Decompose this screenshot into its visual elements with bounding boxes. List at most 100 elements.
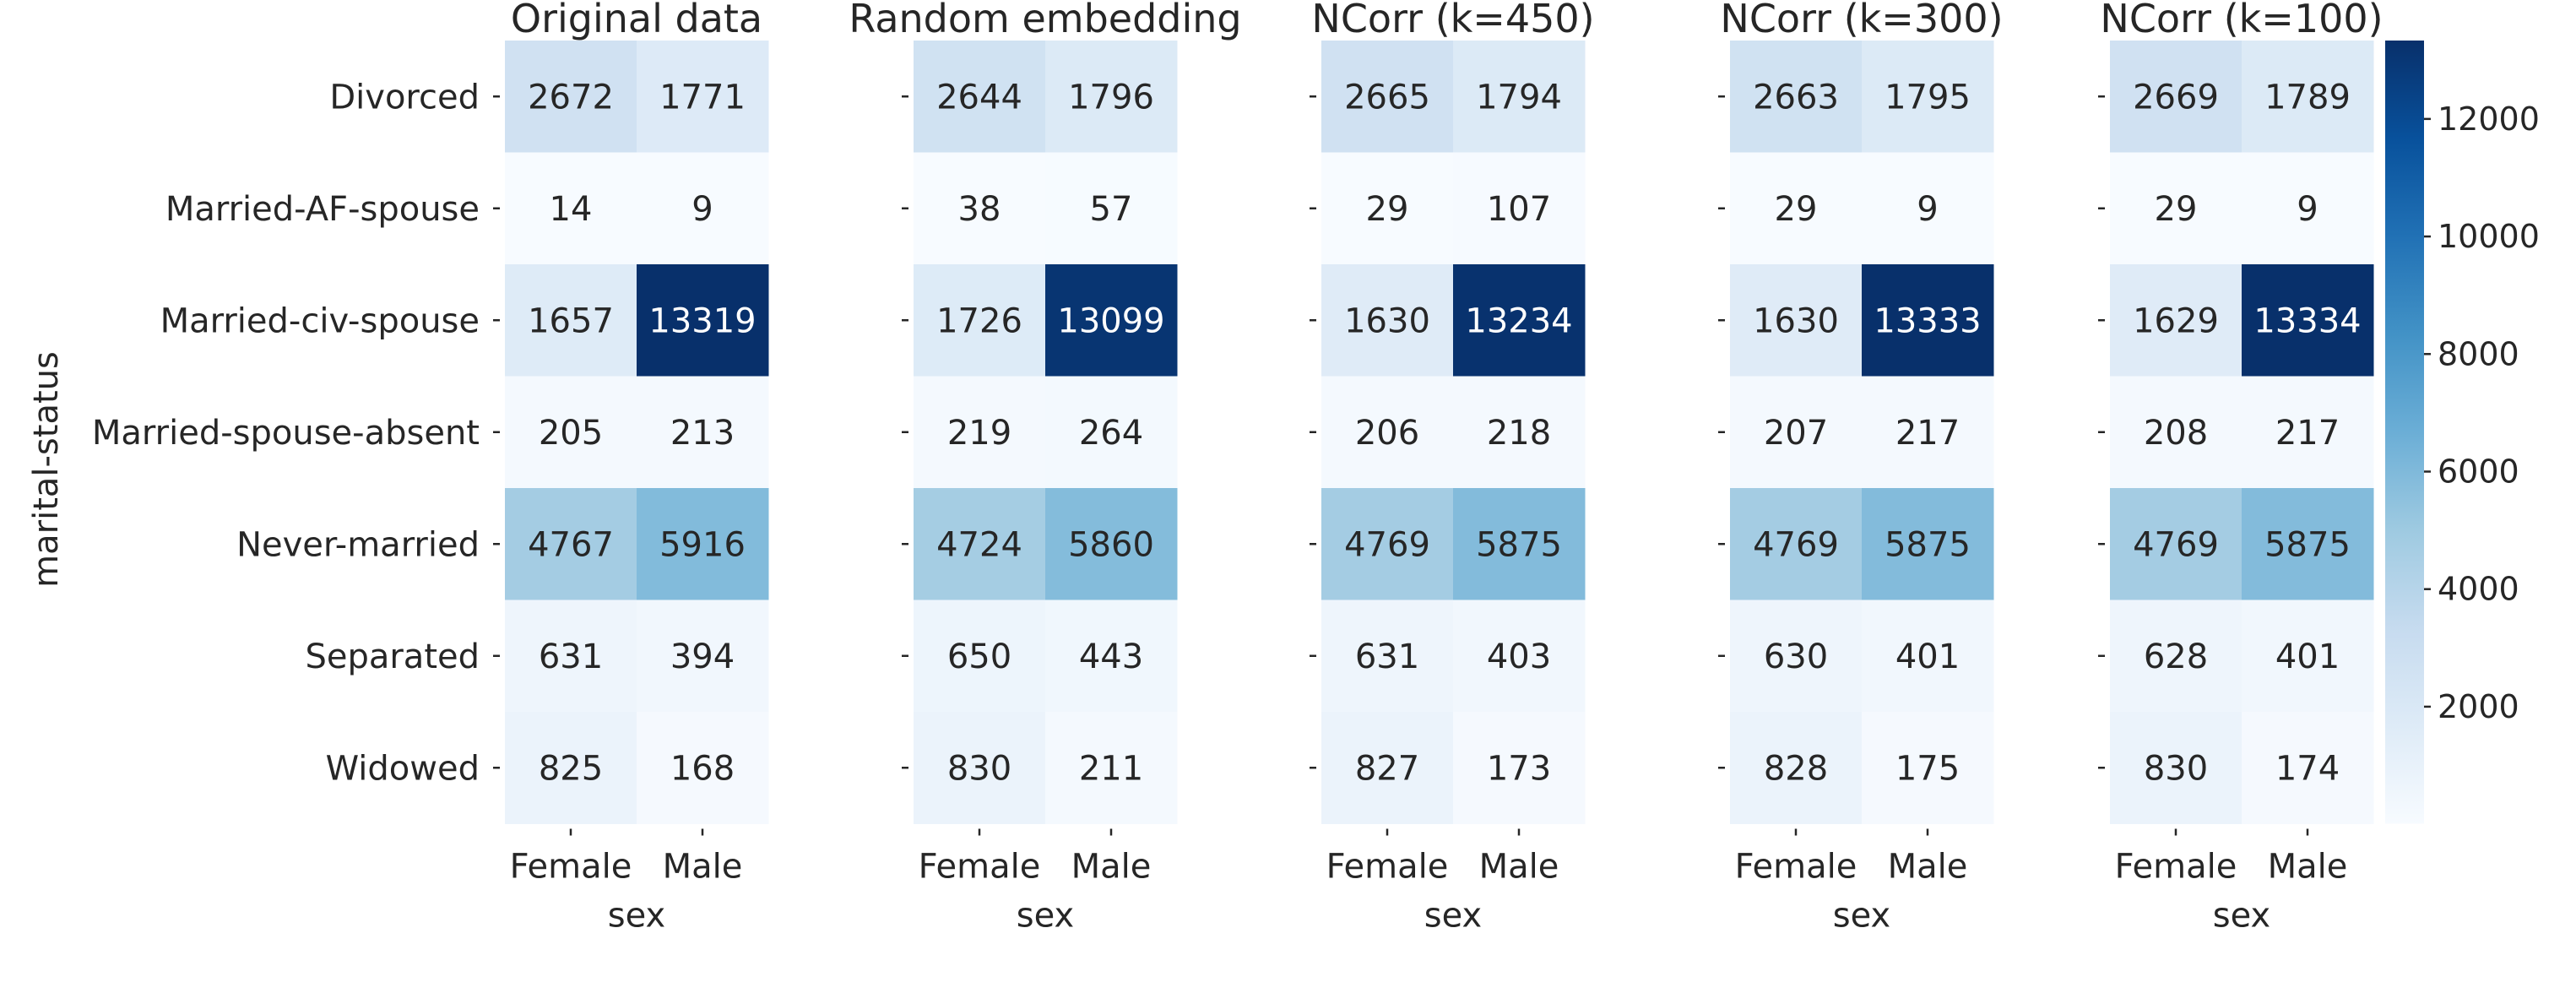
- cell-value-label: 9: [1917, 190, 1938, 229]
- panel-title: NCorr (k=450): [1311, 0, 1594, 41]
- heatmap-cell: [1862, 152, 1994, 265]
- cell-value-label: 1789: [2264, 78, 2351, 117]
- heatmap-cell: [1321, 152, 1454, 265]
- heatmap-cell: [1045, 712, 1178, 824]
- heatmap-cell: [1321, 376, 1454, 489]
- heatmap-cell: [914, 488, 1046, 600]
- heatmap-cell: [1453, 600, 1586, 713]
- heatmap-panel: NCorr (k=100) 2669 1789 29 9 1629 13334 208 217 4…: [2098, 0, 2383, 936]
- cell-value-label: 5916: [659, 525, 746, 564]
- heatmap-cell: [2242, 488, 2374, 600]
- cell-value-label: 207: [1764, 414, 1828, 453]
- heatmap-cell: [1045, 41, 1178, 153]
- x-tick-label-male: Male: [1888, 848, 1968, 887]
- heatmap-cell: [914, 41, 1046, 153]
- cell-value-label: 1629: [2133, 301, 2219, 340]
- heatmap-cell: [505, 41, 637, 153]
- heatmap-cell: [1862, 600, 1994, 713]
- heatmap-cell: [914, 376, 1046, 489]
- heatmap-cell: [1453, 264, 1586, 377]
- cell-value-label: 14: [550, 190, 593, 229]
- heatmap-cell: [637, 41, 769, 153]
- heatmap-cell: [637, 152, 769, 265]
- heatmap-cell: [1453, 41, 1586, 153]
- y-tick-label-divorced: Divorced: [329, 78, 480, 117]
- cell-value-label: 4724: [936, 525, 1022, 564]
- cell-value-label: 830: [947, 749, 1011, 788]
- cell-value-label: 5860: [1068, 525, 1154, 564]
- heatmap-cell: [505, 600, 637, 713]
- colorbar-tick-label: 12000: [2438, 100, 2540, 138]
- heatmap-cell: [2242, 600, 2374, 713]
- heatmap-cell: [1730, 152, 1863, 265]
- heatmap-cell: [2242, 264, 2374, 377]
- heatmap-cell: [914, 712, 1046, 824]
- x-axis-label: sex: [1833, 897, 1890, 936]
- x-axis-label: sex: [608, 897, 665, 936]
- heatmap-panel: NCorr (k=450) 2665 1794 29 107 1630 13234 206 21…: [1310, 0, 1595, 936]
- x-axis-label: sex: [2213, 897, 2270, 936]
- heatmap-cell: [2242, 376, 2374, 489]
- panel-title: NCorr (k=100): [2100, 0, 2383, 41]
- colorbar-tick-label: 8000: [2438, 335, 2519, 372]
- x-tick-label-male: Male: [663, 848, 743, 887]
- cell-value-label: 206: [1355, 414, 1419, 453]
- cell-value-label: 1630: [1344, 301, 1430, 340]
- heatmap-cell: [1045, 376, 1178, 489]
- cell-value-label: 631: [1355, 638, 1419, 676]
- cell-value-label: 205: [539, 414, 603, 453]
- heatmap-cell: [1862, 376, 1994, 489]
- cell-value-label: 394: [670, 638, 735, 676]
- heatmap-cell: [1045, 488, 1178, 600]
- cell-value-label: 631: [539, 638, 603, 676]
- cell-value-label: 4769: [2133, 525, 2219, 564]
- y-tick-label-never-married: Never-married: [236, 525, 480, 564]
- colorbar-gradient: [2385, 41, 2424, 824]
- cell-value-label: 4767: [528, 525, 614, 564]
- cell-value-label: 29: [1775, 190, 1818, 229]
- heatmap-cell: [2110, 712, 2242, 824]
- x-tick-label-male: Male: [2268, 848, 2348, 887]
- cell-value-label: 1657: [528, 301, 614, 340]
- cell-value-label: 38: [958, 190, 1001, 229]
- heatmap-cell: [914, 264, 1046, 377]
- heatmap-cell: [1453, 488, 1586, 600]
- colorbar-tick-label: 2000: [2438, 688, 2519, 725]
- heatmap-panels: Original data 2672 1771 14 9 1657 13319 205 213 4…: [92, 0, 2383, 936]
- cell-value-label: 630: [1764, 638, 1828, 676]
- heatmap-cell: [1730, 376, 1863, 489]
- cell-value-label: 173: [1487, 749, 1551, 788]
- cell-value-label: 827: [1355, 749, 1419, 788]
- heatmap-cell: [505, 712, 637, 824]
- cell-value-label: 4769: [1753, 525, 1839, 564]
- cell-value-label: 107: [1487, 190, 1551, 229]
- cell-value-label: 628: [2144, 638, 2208, 676]
- heatmap-cell: [637, 264, 769, 377]
- cell-value-label: 403: [1487, 638, 1551, 676]
- heatmap-cell: [505, 152, 637, 265]
- heatmap-cell: [505, 488, 637, 600]
- heatmap-cell: [1321, 264, 1454, 377]
- cell-value-label: 208: [2144, 414, 2208, 453]
- heatmap-cell: [1730, 712, 1863, 824]
- cell-value-label: 401: [2275, 638, 2340, 676]
- cell-value-label: 5875: [1476, 525, 1562, 564]
- cell-value-label: 174: [2275, 749, 2340, 788]
- cell-value-label: 264: [1079, 414, 1143, 453]
- heatmap-cell: [2110, 376, 2242, 489]
- y-tick-label-married-af-spouse: Married-AF-spouse: [165, 190, 480, 229]
- cell-value-label: 217: [2275, 414, 2340, 453]
- x-tick-label-female: Female: [2115, 848, 2237, 887]
- cell-value-label: 1796: [1068, 78, 1154, 117]
- cell-value-label: 4769: [1344, 525, 1430, 564]
- heatmap-cell: [2242, 152, 2374, 265]
- cell-value-label: 9: [691, 190, 713, 229]
- cell-value-label: 2644: [936, 78, 1022, 117]
- y-tick-label-married-civ-spouse: Married-civ-spouse: [160, 301, 480, 340]
- cell-value-label: 2663: [1753, 78, 1839, 117]
- cell-value-label: 168: [670, 749, 735, 788]
- colorbar: 2000 4000 6000 8000 10000 12000: [2385, 41, 2540, 824]
- x-tick-label-male: Male: [1479, 848, 1559, 887]
- cell-value-label: 825: [539, 749, 603, 788]
